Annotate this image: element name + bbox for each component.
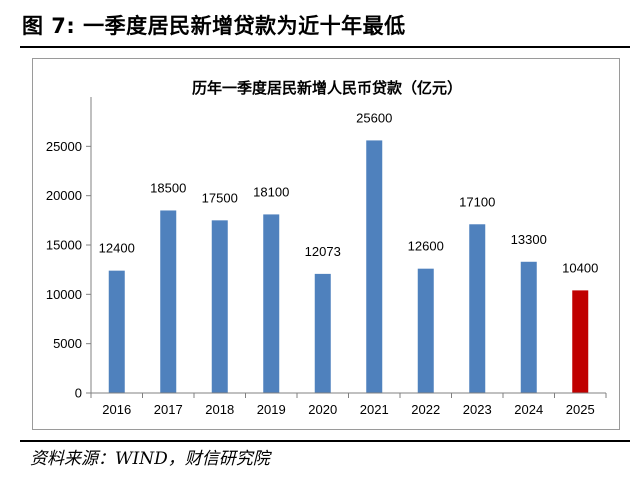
bar-2023 bbox=[469, 224, 486, 393]
figure-title: 图 7: 一季度居民新增贷款为近十年最低 bbox=[22, 14, 406, 38]
x-tick-label: 2024 bbox=[514, 402, 543, 417]
source-note: 资料来源：WIND，财信研究院 bbox=[30, 449, 270, 469]
top-rule bbox=[20, 46, 630, 48]
bars bbox=[108, 140, 589, 393]
chart-frame: 历年一季度居民新增人民币贷款（亿元） 0 5000 10000 15000 20000 2… bbox=[32, 58, 620, 430]
bar-2017 bbox=[160, 210, 177, 393]
y-tick-label: 15000 bbox=[46, 238, 82, 253]
y-tick-label: 25000 bbox=[46, 139, 82, 154]
x-axis: 2016 2017 2018 2019 2020 2021 2022 2023 2024 2025 bbox=[90, 392, 607, 417]
y-tick-label: 10000 bbox=[46, 287, 82, 302]
y-tick-label: 0 bbox=[75, 386, 82, 401]
data-label: 12073 bbox=[305, 244, 341, 259]
data-label: 12400 bbox=[99, 241, 135, 256]
bottom-rule bbox=[20, 440, 630, 442]
x-tick-label: 2021 bbox=[360, 402, 389, 417]
x-tick-label: 2025 bbox=[566, 402, 595, 417]
x-tick-label: 2020 bbox=[308, 402, 337, 417]
bar-2021 bbox=[366, 140, 383, 393]
data-label: 18500 bbox=[150, 180, 186, 195]
x-tick-label: 2016 bbox=[102, 402, 131, 417]
data-label: 17100 bbox=[459, 194, 495, 209]
bar-2019 bbox=[263, 214, 280, 393]
y-axis: 0 5000 10000 15000 20000 25000 bbox=[46, 97, 92, 401]
data-label: 25600 bbox=[356, 110, 392, 125]
bar-chart: 历年一季度居民新增人民币贷款（亿元） 0 5000 10000 15000 20000 2… bbox=[46, 79, 607, 417]
bar-2016 bbox=[108, 270, 125, 393]
bar-2024 bbox=[520, 261, 537, 393]
bar-2020 bbox=[314, 273, 331, 393]
x-tick-label: 2018 bbox=[205, 402, 234, 417]
data-label: 17500 bbox=[202, 190, 238, 205]
x-tick-label: 2023 bbox=[463, 402, 492, 417]
y-tick-label: 5000 bbox=[53, 336, 82, 351]
data-label: 13300 bbox=[511, 232, 547, 247]
x-tick-label: 2017 bbox=[154, 402, 183, 417]
data-label: 18100 bbox=[253, 184, 289, 199]
data-label: 10400 bbox=[562, 260, 598, 275]
x-tick-label: 2022 bbox=[411, 402, 440, 417]
x-tick-label: 2019 bbox=[257, 402, 286, 417]
bar-2022 bbox=[417, 268, 434, 393]
bar-2025 bbox=[572, 290, 589, 393]
bar-2018 bbox=[211, 220, 228, 393]
data-label: 12600 bbox=[408, 239, 444, 254]
data-labels: 12400 18500 17500 18100 12073 25600 12600 17100… bbox=[99, 110, 599, 275]
chart-title: 历年一季度居民新增人民币贷款（亿元） bbox=[192, 79, 462, 97]
y-tick-label: 20000 bbox=[46, 188, 82, 203]
